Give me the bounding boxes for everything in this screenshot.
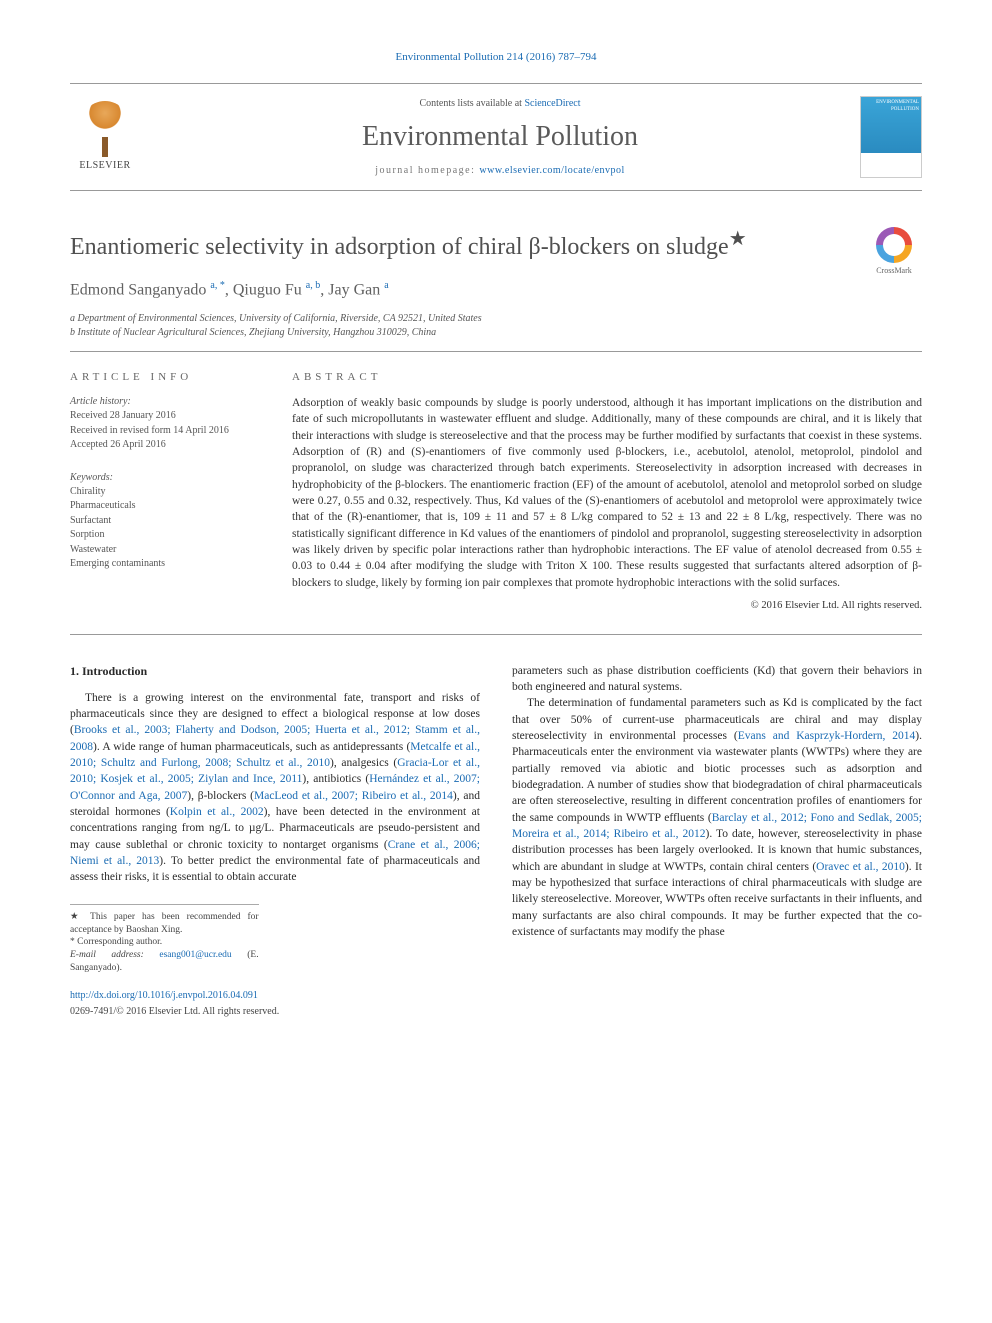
sciencedirect-link[interactable]: ScienceDirect [524, 98, 580, 109]
col2-continuation: parameters such as phase distribution co… [512, 663, 922, 696]
footnote-email: E-mail address: esang001@ucr.edu (E. San… [70, 949, 259, 975]
section-1-heading: 1. Introduction [70, 663, 480, 680]
contents-available-line: Contents lists available at ScienceDirec… [140, 97, 860, 111]
journal-homepage-link[interactable]: www.elsevier.com/locate/envpol [479, 165, 624, 176]
article-title-text: Enantiomeric selectivity in adsorption o… [70, 234, 729, 260]
p1-text-b: ). A wide range of human pharmaceuticals… [93, 741, 410, 753]
keywords-list: ChiralityPharmaceuticalsSurfactantSorpti… [70, 485, 260, 572]
body-two-column: 1. Introduction There is a growing inter… [70, 663, 922, 975]
corresponding-email-link[interactable]: esang001@ucr.edu [159, 950, 231, 960]
body-column-left: 1. Introduction There is a growing inter… [70, 663, 480, 975]
article-history-label: Article history: [70, 395, 260, 409]
ref-link-8[interactable]: Evans and Kasprzyk-Hordern, 2014 [738, 730, 916, 742]
affiliation-a: a Department of Environmental Sciences, … [70, 312, 922, 327]
author-line: Edmond Sanganyado a, *, Qiuguo Fu a, b, … [70, 279, 922, 302]
affiliation-b: b Institute of Nuclear Agricultural Scie… [70, 326, 922, 341]
footnote-star: ★ This paper has been recommended for ac… [70, 911, 259, 937]
abstract-heading: ABSTRACT [292, 370, 922, 385]
journal-name: Environmental Pollution [140, 117, 860, 156]
affiliations-block: a Department of Environmental Sciences, … [70, 312, 922, 352]
masthead: ELSEVIER Contents lists available at Sci… [70, 83, 922, 191]
p1-text-c: ), analgesics ( [330, 757, 397, 769]
email-label: E-mail address: [70, 950, 159, 960]
ref-link-10[interactable]: Oravec et al., 2010 [816, 861, 905, 873]
history-accepted: Accepted 26 April 2016 [70, 438, 260, 453]
p2-text-b: ). Pharmaceuticals enter the environment… [512, 730, 922, 824]
article-info-column: ARTICLE INFO Article history: Received 2… [70, 370, 260, 614]
intro-paragraph-1: There is a growing interest on the envir… [70, 690, 480, 886]
abstract-text: Adsorption of weakly basic compounds by … [292, 395, 922, 591]
journal-homepage-line: journal homepage: www.elsevier.com/locat… [140, 164, 860, 178]
history-revised: Received in revised form 14 April 2016 [70, 424, 260, 439]
publisher-logo-block: ELSEVIER [70, 101, 140, 173]
issn-copyright-line: 0269-7491/© 2016 Elsevier Ltd. All right… [70, 1005, 922, 1019]
abstract-copyright: © 2016 Elsevier Ltd. All rights reserved… [292, 599, 922, 614]
citation-line: Environmental Pollution 214 (2016) 787–7… [70, 50, 922, 65]
footer-block: http://dx.doi.org/10.1016/j.envpol.2016.… [70, 989, 922, 1019]
intro-paragraph-2: The determination of fundamental paramet… [512, 695, 922, 940]
publisher-name: ELSEVIER [79, 159, 130, 173]
footnotes-block: ★ This paper has been recommended for ac… [70, 904, 259, 975]
abstract-column: ABSTRACT Adsorption of weakly basic comp… [292, 370, 922, 614]
doi-link[interactable]: http://dx.doi.org/10.1016/j.envpol.2016.… [70, 989, 922, 1003]
p1-text-d: ), antibiotics ( [302, 773, 369, 785]
ref-link-6[interactable]: Kolpin et al., 2002 [170, 806, 264, 818]
footnote-corresponding: * Corresponding author. [70, 936, 259, 949]
elsevier-tree-icon [79, 101, 131, 157]
body-column-right: parameters such as phase distribution co… [512, 663, 922, 975]
journal-cover-thumbnail: ENVIRONMENTAL POLLUTION [860, 96, 922, 178]
p1-text-e: ), β-blockers ( [187, 790, 254, 802]
article-info-heading: ARTICLE INFO [70, 370, 260, 385]
crossmark-icon [876, 227, 912, 263]
ref-link-5[interactable]: MacLeod et al., 2007; Ribeiro et al., 20… [254, 790, 453, 802]
keywords-label: Keywords: [70, 471, 260, 485]
history-received: Received 28 January 2016 [70, 409, 260, 424]
homepage-prefix: journal homepage: [375, 165, 479, 176]
article-title: Enantiomeric selectivity in adsorption o… [70, 225, 854, 265]
crossmark-badge[interactable]: CrossMark [866, 227, 922, 276]
crossmark-label: CrossMark [876, 265, 912, 276]
contents-prefix: Contents lists available at [419, 98, 524, 109]
title-footnote-star: ★ [729, 228, 747, 250]
